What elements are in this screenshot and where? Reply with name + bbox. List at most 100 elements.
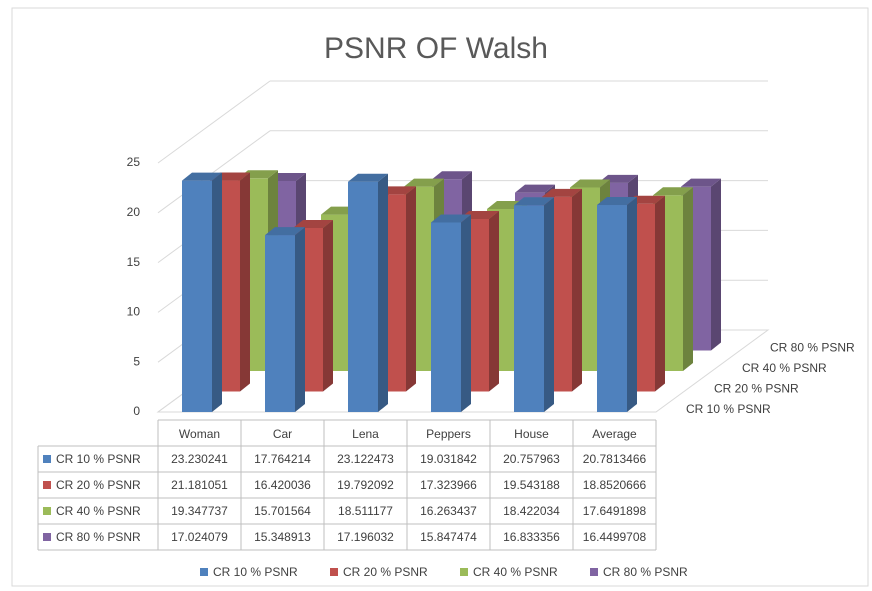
bar-side xyxy=(711,178,721,351)
x-tick-label: Average xyxy=(592,427,637,441)
grid-line xyxy=(157,130,271,214)
table-cell: 20.7813466 xyxy=(583,452,647,466)
bar-side xyxy=(323,219,333,392)
bar-side xyxy=(655,195,665,392)
table-cell: 19.347737 xyxy=(171,504,228,518)
bar-side xyxy=(461,214,471,412)
bar-top xyxy=(681,178,721,187)
bar-side xyxy=(295,227,305,412)
table-legend-key xyxy=(43,455,51,463)
bar-front xyxy=(265,235,295,412)
y-tick-label: 15 xyxy=(127,255,141,269)
bar-side xyxy=(544,197,554,412)
legend-label: CR 10 % PSNR xyxy=(213,565,298,579)
legend-key xyxy=(590,568,598,576)
table-cell: 18.8520666 xyxy=(583,478,647,492)
bar-top xyxy=(293,219,333,228)
table-cell: 16.263437 xyxy=(420,504,477,518)
chart-title: PSNR OF Walsh xyxy=(324,32,548,65)
y-tick-label: 0 xyxy=(133,404,140,418)
y-tick-label: 10 xyxy=(127,305,141,319)
bar-top xyxy=(597,197,637,206)
table-cell: 16.833356 xyxy=(503,530,560,544)
bar xyxy=(265,227,305,412)
bar-top xyxy=(653,187,693,196)
legend-label: CR 80 % PSNR xyxy=(603,565,688,579)
bar-top xyxy=(348,173,388,182)
table-cell: 17.764214 xyxy=(254,452,311,466)
bar-front xyxy=(182,180,212,412)
table-cell: 17.196032 xyxy=(337,530,394,544)
bar-side xyxy=(683,187,693,371)
table-row-label: CR 20 % PSNR xyxy=(56,478,141,492)
y-tick-label: 20 xyxy=(127,205,141,219)
bar-side xyxy=(240,172,250,392)
table-cell: 19.792092 xyxy=(337,478,394,492)
table-row-label: CR 10 % PSNR xyxy=(56,452,141,466)
bar-top xyxy=(431,214,471,223)
bar-side xyxy=(406,186,416,392)
y-tick-label: 5 xyxy=(133,354,140,368)
bar-side xyxy=(489,210,499,392)
depth-label: CR 10 % PSNR xyxy=(686,402,771,416)
bar-front xyxy=(431,222,461,412)
bar-top xyxy=(265,227,305,236)
bar xyxy=(597,197,637,412)
table-row-label: CR 80 % PSNR xyxy=(56,530,141,544)
table-cell: 19.031842 xyxy=(420,452,477,466)
bar-front xyxy=(514,205,544,412)
depth-label: CR 80 % PSNR xyxy=(770,341,855,355)
bar-side xyxy=(572,188,582,392)
table-cell: 16.420036 xyxy=(254,478,311,492)
bar xyxy=(182,172,222,412)
depth-label: CR 40 % PSNR xyxy=(742,361,827,375)
legend-label: CR 40 % PSNR xyxy=(473,565,558,579)
table-cell: 23.122473 xyxy=(337,452,394,466)
x-tick-label: House xyxy=(514,427,549,441)
bar-top xyxy=(404,178,444,187)
bar xyxy=(348,173,388,412)
bar-side xyxy=(212,172,222,412)
table-legend-key xyxy=(43,481,51,489)
bar-top xyxy=(570,179,610,188)
x-tick-label: Lena xyxy=(352,427,379,441)
table-cell: 19.543188 xyxy=(503,478,560,492)
bar-front xyxy=(597,205,627,412)
table-cell: 15.348913 xyxy=(254,530,311,544)
table-cell: 18.422034 xyxy=(503,504,560,518)
bar-top xyxy=(432,171,472,180)
table-cell: 17.024079 xyxy=(171,530,228,544)
y-tick-label: 25 xyxy=(127,155,141,169)
table-cell: 15.847474 xyxy=(420,530,477,544)
bar-side xyxy=(627,197,637,412)
legend-key xyxy=(200,568,208,576)
bar-top xyxy=(182,172,222,181)
table-legend-key xyxy=(43,533,51,541)
table-cell: 17.6491898 xyxy=(583,504,647,518)
x-tick-label: Car xyxy=(273,427,292,441)
legend-key xyxy=(460,568,468,576)
table-cell: 17.323966 xyxy=(420,478,477,492)
bar-front xyxy=(348,181,378,412)
legend-label: CR 20 % PSNR xyxy=(343,565,428,579)
table-cell: 18.511177 xyxy=(338,504,393,518)
table-cell: 16.4499708 xyxy=(583,530,647,544)
table-row-label: CR 40 % PSNR xyxy=(56,504,141,518)
grid-line xyxy=(157,80,271,164)
x-tick-label: Peppers xyxy=(426,427,471,441)
bar-side xyxy=(378,173,388,412)
x-tick-label: Woman xyxy=(179,427,220,441)
bar xyxy=(514,197,554,412)
bar-top xyxy=(515,184,555,193)
table-cell: 21.181051 xyxy=(171,478,228,492)
legend-key xyxy=(330,568,338,576)
table-cell: 20.757963 xyxy=(503,452,560,466)
table-legend-key xyxy=(43,507,51,515)
bar xyxy=(431,214,471,412)
bar-top xyxy=(514,197,554,206)
table-cell: 23.230241 xyxy=(171,452,228,466)
table-cell: 15.701564 xyxy=(254,504,311,518)
bar-top xyxy=(542,188,582,197)
depth-label: CR 20 % PSNR xyxy=(714,382,799,396)
